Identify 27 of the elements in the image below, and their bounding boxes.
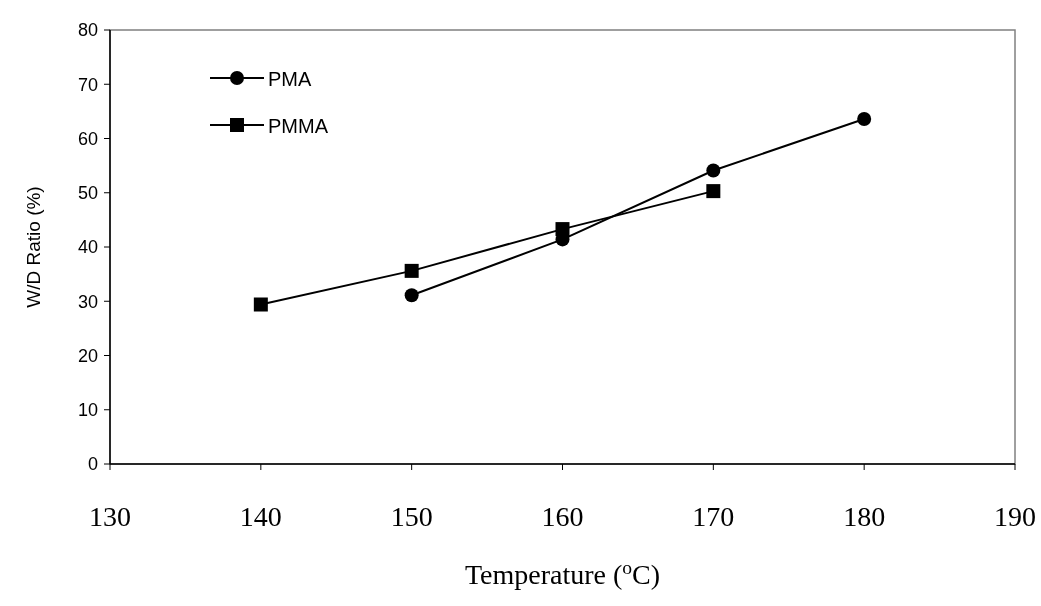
point	[706, 184, 721, 199]
point	[857, 111, 872, 126]
y-axis-title: W/D Ratio (%)	[23, 186, 44, 308]
point	[706, 163, 721, 178]
x-axis-title: Temperature ($^{o}$C)	[464, 556, 661, 590]
point	[253, 297, 268, 312]
point	[404, 263, 419, 278]
legend-label: PMMA	[268, 115, 329, 137]
y-tick-label: 40	[77, 237, 98, 258]
y-tick-label: 80	[77, 20, 98, 41]
y-tick-label: 60	[77, 128, 98, 149]
x-tick-label: 170	[692, 501, 735, 532]
y-tick-label: 70	[77, 74, 98, 95]
point	[404, 288, 419, 303]
y-tick-label: 20	[77, 345, 98, 366]
x-tick-label: 130	[89, 501, 131, 532]
x-tick-label: 160	[541, 501, 584, 532]
legend-label: PMA	[268, 68, 312, 90]
point	[555, 222, 570, 237]
x-tick-label: 150	[390, 501, 433, 532]
x-tick-label: 190	[994, 501, 1036, 532]
x-tick-label: 180	[843, 501, 886, 532]
y-tick-label: 50	[77, 183, 98, 204]
x-tick-label: 140	[239, 501, 282, 532]
y-tick-label: 0	[87, 454, 98, 475]
y-tick-label: 10	[77, 400, 98, 421]
y-tick-label: 30	[77, 291, 98, 312]
